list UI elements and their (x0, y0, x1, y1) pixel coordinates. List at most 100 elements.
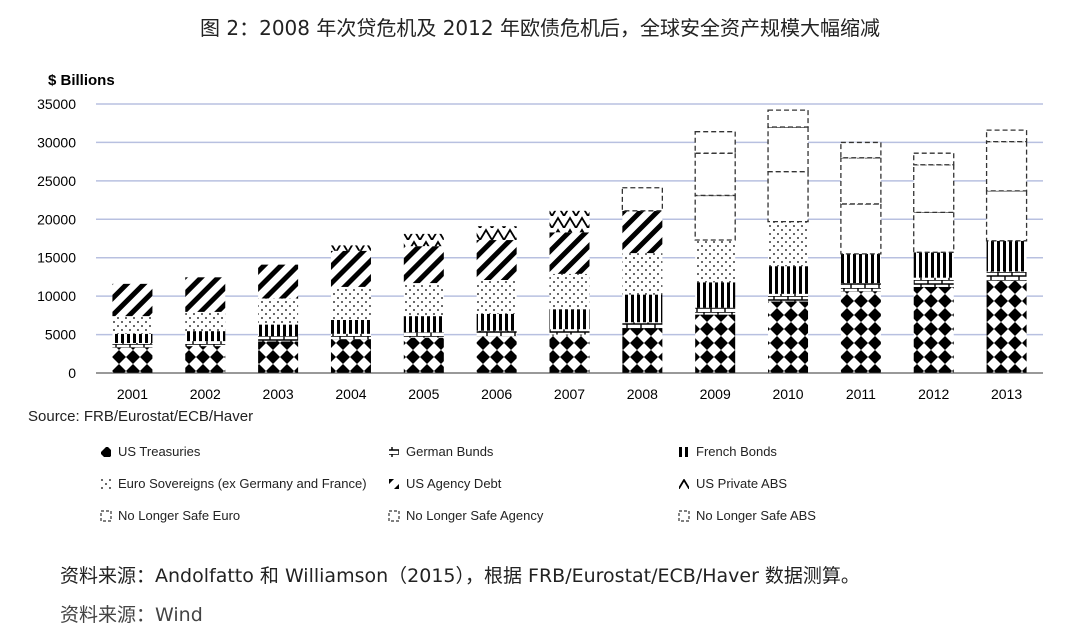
legend-label: US Agency Debt (406, 476, 502, 491)
legend-swatch (101, 478, 111, 489)
x-tick-label: 2006 (481, 386, 512, 402)
legend-item: Euro Sovereigns (ex Germany and France) (100, 476, 367, 491)
y-tick-label: 15000 (37, 250, 76, 266)
bar-segment (258, 336, 299, 342)
y-tick-label: 30000 (37, 134, 76, 150)
legend-swatch (389, 478, 399, 489)
legend-label: US Treasuries (118, 444, 201, 459)
bar-segment (622, 294, 663, 323)
bar-segment (330, 333, 371, 340)
x-tick-label: 2001 (117, 386, 148, 402)
legend-label: No Longer Safe ABS (696, 508, 816, 523)
legend-label: French Bonds (696, 444, 777, 459)
bar-segment (768, 301, 809, 373)
bar-segment (403, 332, 444, 338)
bar-segment (622, 328, 663, 373)
bar-segment (621, 187, 663, 212)
bar-segment (476, 280, 517, 314)
bar-segment (258, 324, 299, 337)
bar-segment (330, 245, 371, 251)
bar-segment (476, 226, 517, 241)
bar-segment (549, 210, 590, 233)
legend-label: No Longer Safe Agency (406, 508, 544, 523)
y-tick-label: 20000 (37, 211, 76, 227)
x-tick-label: 2008 (627, 386, 658, 402)
legend-item: No Longer Safe ABS (678, 508, 816, 523)
x-tick-label: 2004 (335, 386, 366, 402)
x-tick-label: 2002 (190, 386, 221, 402)
y-axis-label: $ Billions (48, 72, 115, 89)
x-tick-label: 2010 (772, 386, 803, 402)
bar-segment (549, 273, 590, 310)
bar-segment (913, 152, 955, 166)
legend-swatch (679, 446, 689, 457)
bar-segment (330, 339, 371, 373)
bar-segment (913, 277, 954, 287)
bar-segment (258, 298, 299, 325)
bar-segment (185, 346, 226, 373)
bar-segment (403, 233, 444, 247)
bar-segment (622, 210, 663, 254)
bar-segment (403, 316, 444, 333)
x-tick-label: 2007 (554, 386, 585, 402)
bar-segment (695, 240, 736, 283)
bar-segment (767, 109, 809, 128)
bar-segment (840, 203, 882, 255)
bar-segment (112, 316, 153, 334)
y-axis-ticks: 0 5000 10000 15000 20000 25000 30000 35000 (37, 96, 76, 381)
bar-segment (986, 240, 1027, 272)
bar-segment (403, 337, 444, 373)
footnote-secondary: 资料来源：Wind (60, 604, 203, 626)
bar-segment (258, 264, 299, 299)
bar-segment (330, 319, 371, 334)
bar-segment (840, 253, 881, 284)
bar-segment (476, 336, 517, 373)
y-tick-label: 0 (68, 365, 76, 381)
legend-swatch (100, 509, 112, 522)
bar-segment (695, 307, 736, 315)
legend-label: US Private ABS (696, 476, 788, 491)
bar-segment (185, 277, 226, 312)
legend-label: Euro Sovereigns (ex Germany and France) (118, 476, 367, 491)
bar-segment (549, 329, 590, 335)
legend-item: No Longer Safe Euro (100, 508, 240, 523)
legend-item: German Bunds (388, 444, 493, 459)
x-axis-ticks: 2001 2002 2003 2004 2005 2006 2007 2008 2009 2010… (117, 386, 1023, 402)
x-tick-label: 2011 (846, 386, 876, 402)
bar-segment (403, 283, 444, 317)
bar-segment (985, 129, 1028, 143)
bar-segment (768, 293, 809, 302)
bar-segment (986, 271, 1027, 281)
stacked-bar-chart: $ Billions 0 5000 10000 15000 20000 25000 3000… (37, 72, 1043, 402)
bar-segment (768, 266, 809, 294)
source-note: Source: FRB/Eurostat/ECB/Haver (28, 408, 254, 425)
legend-label: German Bunds (406, 444, 494, 459)
bar-segment (695, 282, 736, 308)
bar-segment (840, 283, 881, 292)
bar-segment (622, 253, 663, 295)
bar-segment (112, 333, 153, 344)
legend-swatch (679, 478, 689, 489)
y-tick-label: 5000 (45, 327, 76, 343)
chart-title: 图 2：2008 年次贷危机及 2012 年欧债危机后，全球安全资产规模大幅缩减 (200, 16, 880, 40)
y-tick-label: 10000 (37, 288, 76, 304)
bar-segment (840, 157, 882, 205)
bar-segment (185, 331, 226, 342)
x-tick-label: 2003 (263, 386, 294, 402)
bar-segment (330, 250, 371, 287)
legend-swatch (388, 509, 400, 522)
y-tick-label: 25000 (37, 173, 76, 189)
x-tick-label: 2013 (991, 386, 1022, 402)
y-tick-label: 35000 (37, 96, 76, 112)
bar-segment (840, 291, 881, 373)
bar-segment (767, 170, 809, 223)
bar-segment (185, 341, 226, 347)
legend-label: No Longer Safe Euro (118, 508, 241, 523)
bar-segment (549, 334, 590, 373)
bar-segment (403, 246, 444, 284)
x-tick-label: 2012 (918, 386, 949, 402)
bar-segment (913, 252, 954, 278)
bar-segment (694, 194, 736, 241)
bar-segment (913, 164, 955, 214)
bar-segment (767, 126, 809, 173)
